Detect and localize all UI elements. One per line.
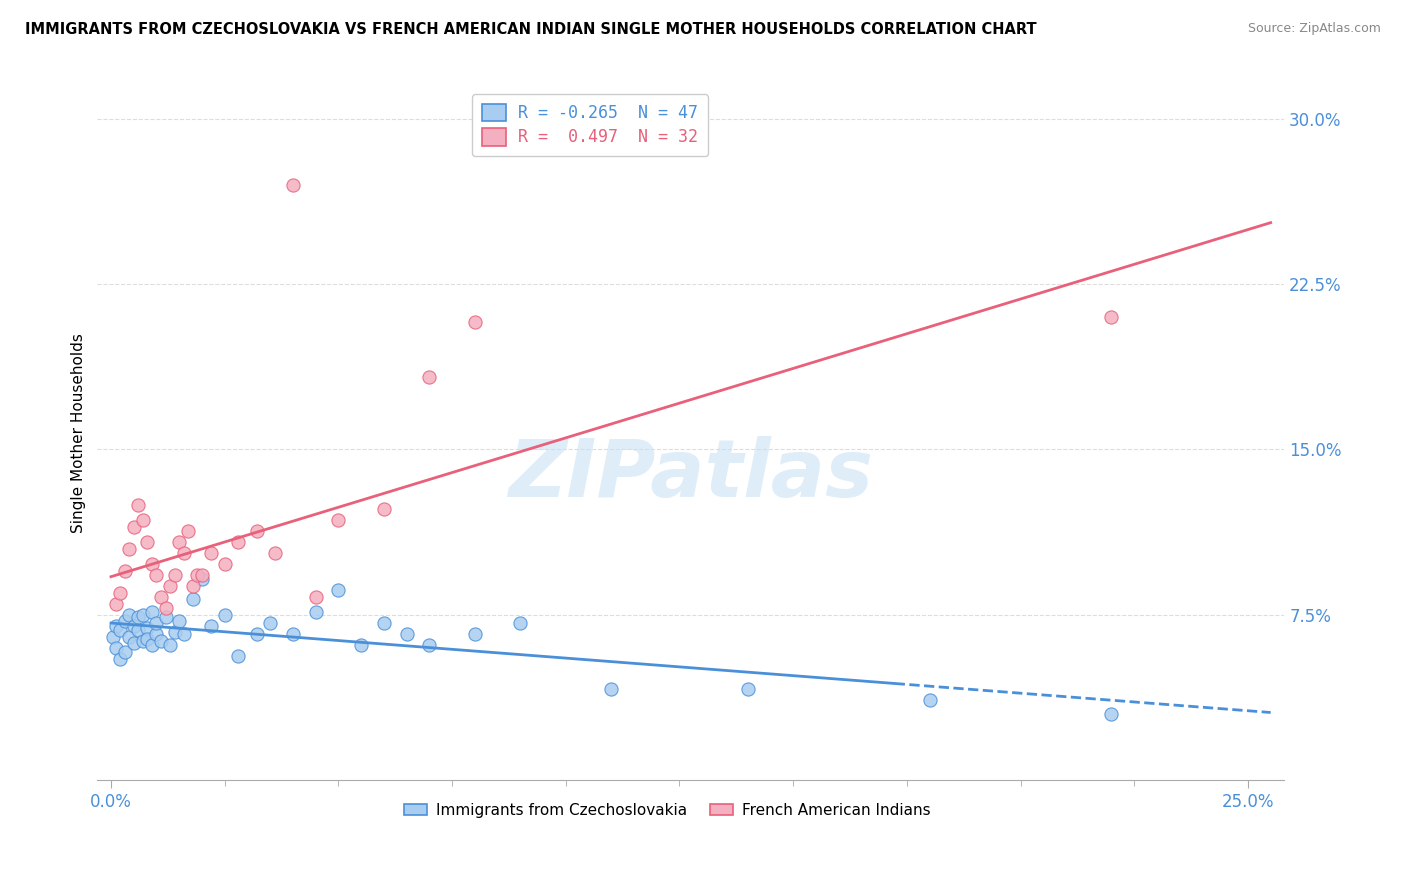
Point xyxy=(132,634,155,648)
Point xyxy=(281,627,304,641)
Point xyxy=(104,597,127,611)
Point xyxy=(167,614,190,628)
Point xyxy=(373,502,395,516)
Point xyxy=(114,614,136,628)
Point xyxy=(304,605,326,619)
Point xyxy=(141,638,163,652)
Point xyxy=(155,601,177,615)
Point xyxy=(127,609,149,624)
Point xyxy=(228,535,250,549)
Point xyxy=(136,632,159,646)
Point xyxy=(108,585,131,599)
Point xyxy=(155,609,177,624)
Point xyxy=(104,640,127,655)
Point xyxy=(122,618,145,632)
Point xyxy=(328,513,350,527)
Y-axis label: Single Mother Households: Single Mother Households xyxy=(72,333,86,533)
Point xyxy=(141,557,163,571)
Point xyxy=(145,568,167,582)
Point xyxy=(104,618,127,632)
Text: IMMIGRANTS FROM CZECHOSLOVAKIA VS FRENCH AMERICAN INDIAN SINGLE MOTHER HOUSEHOLD: IMMIGRANTS FROM CZECHOSLOVAKIA VS FRENCH… xyxy=(25,22,1038,37)
Point xyxy=(214,557,236,571)
Point xyxy=(304,590,326,604)
Point xyxy=(136,535,159,549)
Point xyxy=(181,579,204,593)
Point xyxy=(114,645,136,659)
Point xyxy=(159,638,181,652)
Point xyxy=(118,607,141,622)
Point xyxy=(163,568,186,582)
Point xyxy=(159,579,181,593)
Point xyxy=(1101,310,1123,325)
Point xyxy=(918,693,941,707)
Point xyxy=(108,651,131,665)
Legend: Immigrants from Czechoslovakia, French American Indians: Immigrants from Czechoslovakia, French A… xyxy=(398,797,936,824)
Point xyxy=(122,519,145,533)
Point xyxy=(245,627,267,641)
Point xyxy=(373,616,395,631)
Point xyxy=(132,513,155,527)
Point xyxy=(150,634,173,648)
Point xyxy=(127,623,149,637)
Point xyxy=(150,590,173,604)
Point xyxy=(114,564,136,578)
Point xyxy=(136,621,159,635)
Point xyxy=(350,638,373,652)
Point xyxy=(228,649,250,664)
Point xyxy=(418,638,440,652)
Text: Source: ZipAtlas.com: Source: ZipAtlas.com xyxy=(1247,22,1381,36)
Point xyxy=(122,636,145,650)
Point xyxy=(145,627,167,641)
Point xyxy=(103,630,125,644)
Point xyxy=(464,627,486,641)
Point xyxy=(245,524,267,538)
Point xyxy=(418,369,440,384)
Point xyxy=(214,607,236,622)
Point xyxy=(1101,706,1123,721)
Text: ZIPatlas: ZIPatlas xyxy=(509,435,873,514)
Point xyxy=(263,546,285,560)
Point xyxy=(127,498,149,512)
Point xyxy=(167,535,190,549)
Point xyxy=(108,623,131,637)
Point xyxy=(191,572,214,586)
Point xyxy=(509,616,531,631)
Point xyxy=(328,583,350,598)
Point xyxy=(186,568,208,582)
Point xyxy=(464,315,486,329)
Point xyxy=(118,541,141,556)
Point xyxy=(118,630,141,644)
Point xyxy=(191,568,214,582)
Point xyxy=(132,607,155,622)
Point xyxy=(163,625,186,640)
Point xyxy=(141,605,163,619)
Point xyxy=(145,616,167,631)
Point xyxy=(173,627,195,641)
Point xyxy=(200,546,222,560)
Point xyxy=(281,178,304,193)
Point xyxy=(177,524,200,538)
Point xyxy=(173,546,195,560)
Point xyxy=(600,682,623,697)
Point xyxy=(395,627,418,641)
Point xyxy=(737,682,759,697)
Point xyxy=(259,616,281,631)
Point xyxy=(181,592,204,607)
Point xyxy=(200,618,222,632)
